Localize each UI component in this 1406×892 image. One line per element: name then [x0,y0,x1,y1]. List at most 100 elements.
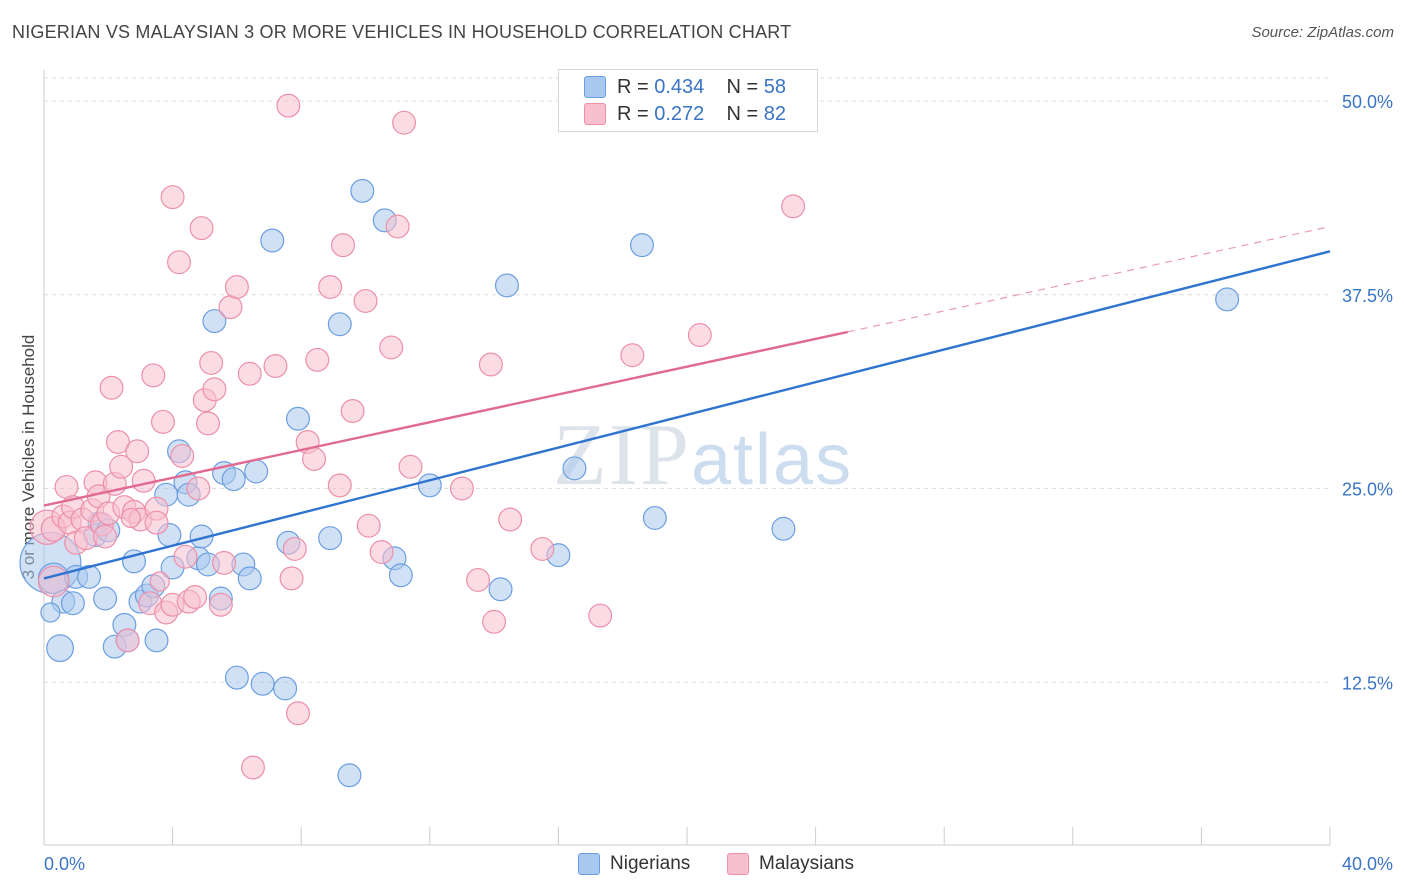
data-point-malaysians [212,550,237,575]
legend-r-label: R = [617,75,649,98]
data-point-nigerians [350,178,375,203]
watermark: ZIPatlas [553,405,853,506]
data-point-malaysians [115,628,140,653]
data-point-nigerians [771,516,796,541]
legend-swatch-malaysians [584,103,606,125]
data-point-malaysians [208,592,233,617]
bottom-legend-label-nigerians: Nigerians [610,853,691,874]
watermark-zip: ZIP [553,407,691,504]
trendline-nigerians [43,250,1331,580]
data-point-nigerians [488,577,513,602]
data-point-malaysians [687,323,712,348]
data-point-malaysians [183,584,208,609]
data-point-nigerians [562,456,587,481]
chart-title: NIGERIAN VS MALAYSIAN 3 OR MORE VEHICLES… [12,22,792,42]
data-point-malaysians [327,473,352,498]
data-point-malaysians [99,375,124,400]
data-point-nigerians [337,763,362,788]
legend-box: R = 0.434 N = 58 R = 0.272 N = 82 [558,69,818,132]
data-point-nigerians [260,228,285,253]
data-point-malaysians [620,343,645,368]
y-tick-label: 37.5% [1342,286,1393,306]
data-point-malaysians [218,295,243,320]
data-point-malaysians [449,476,474,501]
data-point-malaysians [369,540,394,565]
data-point-malaysians [144,510,169,535]
data-point-malaysians [392,110,417,135]
data-point-malaysians [318,275,343,300]
data-point-malaysians [149,571,170,592]
watermark-atlas: atlas [691,420,854,500]
data-point-malaysians [224,275,249,300]
data-point-malaysians [240,755,265,780]
data-point-malaysians [263,354,288,379]
data-point-malaysians [279,566,304,591]
data-point-malaysians [173,544,198,569]
data-point-malaysians [530,536,555,561]
data-point-nigerians [1215,287,1240,312]
data-point-nigerians [93,586,118,611]
bottom-legend-nigerians: Nigerians [578,851,690,877]
data-point-nigerians [629,233,654,258]
legend-n-value-nigerians: 58 [763,75,787,98]
legend-n-label: N = [726,75,759,98]
y-tick-label: 50.0% [1342,92,1393,112]
bottom-legend-swatch-nigerians [578,853,600,875]
data-point-nigerians [250,671,275,696]
data-point-malaysians [37,565,70,598]
data-point-nigerians [642,505,667,530]
legend-r-value-nigerians: 0.434 [654,75,705,98]
legend-r-label: R = [617,102,649,125]
legend-swatch-nigerians [584,76,606,98]
trendline-malaysians-extension [847,225,1331,333]
data-point-malaysians [160,185,185,210]
data-point-nigerians [285,406,310,431]
data-point-malaysians [125,439,150,464]
data-point-malaysians [305,347,330,372]
data-point-nigerians [122,549,147,574]
bottom-legend-label-malaysians: Malaysians [759,853,855,874]
data-point-malaysians [482,609,507,634]
y-tick-label: 12.5% [1342,673,1393,693]
data-point-malaysians [186,476,211,501]
data-point-malaysians [340,399,365,424]
data-point-malaysians [105,430,130,455]
legend-n-label: N = [726,102,759,125]
data-point-nigerians [388,563,413,588]
data-point-malaysians [466,567,491,592]
data-point-malaysians [353,288,378,313]
data-point-nigerians [494,273,519,298]
data-point-malaysians [385,214,410,239]
data-point-malaysians [330,233,355,258]
data-point-malaysians [195,411,220,436]
data-point-malaysians [588,603,613,628]
bottom-legend-malaysians: Malaysians [727,851,854,877]
data-point-nigerians [46,634,74,663]
data-point-malaysians [93,524,118,549]
data-point-malaysians [498,507,523,532]
legend-r-value-malaysians: 0.272 [654,102,705,125]
data-point-nigerians [244,459,269,484]
data-point-nigerians [221,467,246,492]
data-point-nigerians [327,312,352,337]
data-point-malaysians [54,474,79,499]
x-tick-label-min: 0.0% [44,854,85,874]
data-point-malaysians [150,409,175,434]
data-point-nigerians [40,602,61,623]
data-point-malaysians [167,250,192,275]
data-point-nigerians [77,564,102,589]
data-point-nigerians [273,676,298,701]
data-point-malaysians [398,454,423,479]
data-point-nigerians [144,628,169,653]
trendline-malaysians [43,330,849,507]
data-point-nigerians [318,526,343,551]
data-point-malaysians [170,443,195,468]
data-point-malaysians [478,352,503,377]
data-point-nigerians [60,591,85,616]
y-tick-label: 25.0% [1342,480,1393,500]
x-tick-label-max: 40.0% [1342,854,1393,874]
data-point-nigerians [202,309,227,334]
data-point-malaysians [131,468,156,493]
data-point-malaysians [302,447,327,472]
